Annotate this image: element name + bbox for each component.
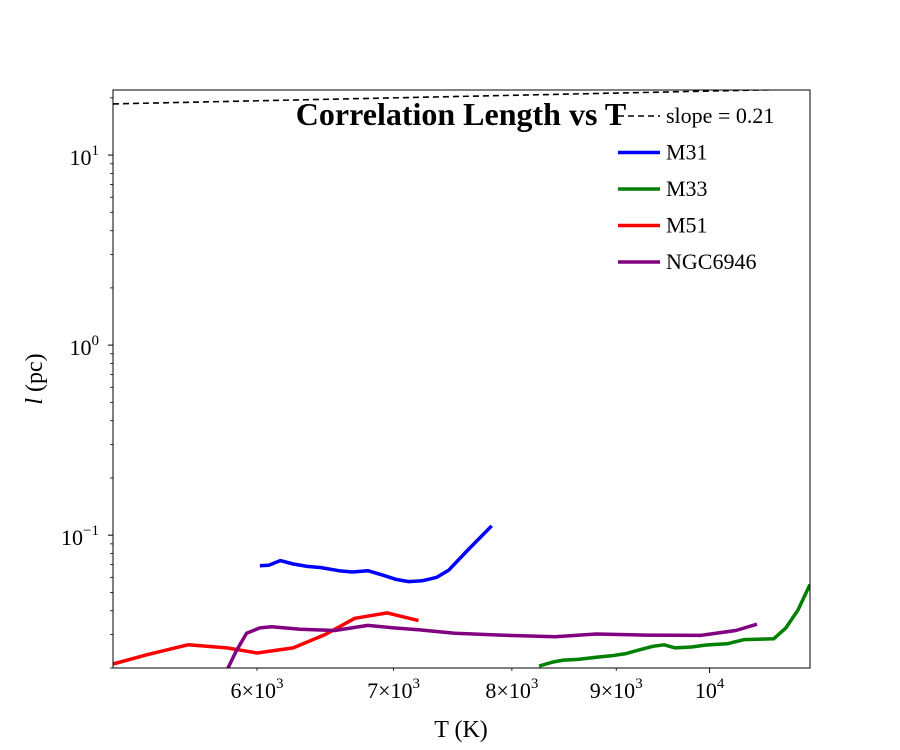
x-tick-label: 7×103 <box>367 676 420 703</box>
series-line-ngc6946 <box>226 622 758 668</box>
plot-frame <box>112 89 811 669</box>
y-axis-label-unit: (pc) <box>22 353 48 398</box>
series-line-m51 <box>113 611 419 666</box>
legend-label-slope-0-21: slope = 0.21 <box>666 103 774 128</box>
x-tick-label: 6×103 <box>231 676 284 703</box>
axes-layer <box>112 89 811 669</box>
series-layer <box>113 90 810 668</box>
y-tick-label: 10−1 <box>61 523 99 550</box>
legend: slope = 0.21 M31 M33 M51 NGC6946 <box>618 103 774 274</box>
plot-area <box>113 90 810 668</box>
legend-label-m33: M33 <box>666 176 708 201</box>
chart-title: Correlation Length vs T <box>296 96 626 132</box>
x-tick-label: 9×103 <box>590 676 643 703</box>
y-tick-label: 101 <box>70 143 100 170</box>
series-line-m33 <box>538 583 810 668</box>
series-line-slope-0-21 <box>113 90 797 105</box>
legend-label-m31: M31 <box>666 140 708 165</box>
x-tick-label: 104 <box>695 676 725 703</box>
x-tick-label: 8×103 <box>485 676 538 703</box>
x-axis-label: T (K) <box>434 717 488 743</box>
legend-label-ngc6946: NGC6946 <box>666 249 756 274</box>
y-tick-label: 100 <box>70 333 100 360</box>
ticks-layer: 10−1 100 101 6×103 7×103 8×103 9×103 104 <box>61 97 725 703</box>
series-line-m31 <box>259 524 493 584</box>
y-axis-label: l (pc) <box>22 353 48 404</box>
legend-label-m51: M51 <box>666 213 708 238</box>
y-axis-label-symbol: l <box>22 398 48 405</box>
